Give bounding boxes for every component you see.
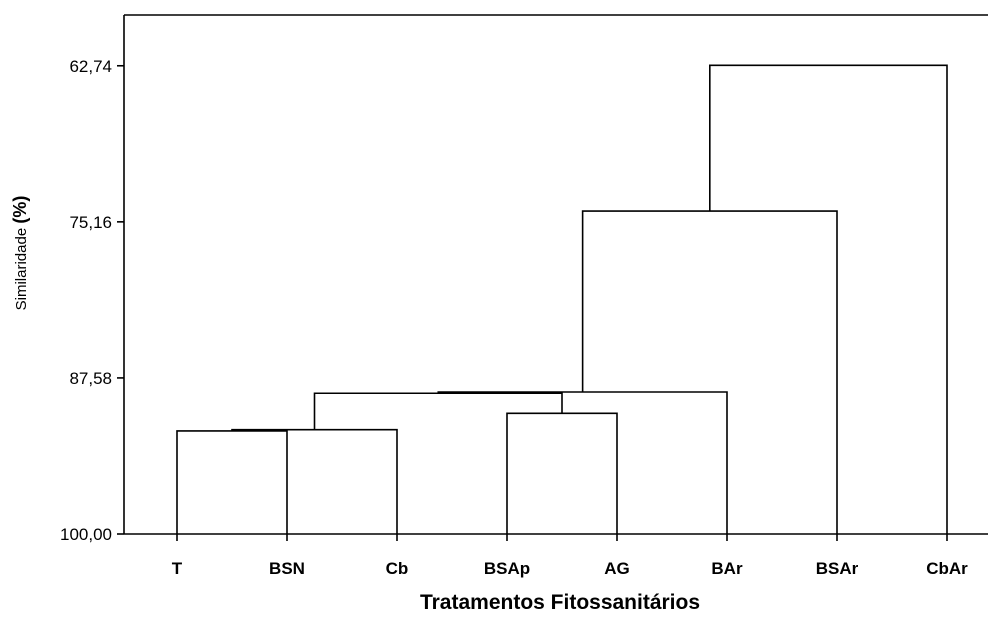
dendrogram-link bbox=[581, 210, 838, 534]
category-label: AG bbox=[604, 559, 630, 578]
y-ticks: 62,74 75,16 87,58 100,00 bbox=[60, 57, 124, 544]
category-label: BSAp bbox=[484, 559, 530, 578]
y-tick-label: 100,00 bbox=[60, 525, 112, 544]
dendrogram-link bbox=[437, 391, 728, 534]
category-label: BSAr bbox=[816, 559, 859, 578]
dendrogram-links bbox=[176, 64, 948, 534]
y-axis-label-unit: (%) bbox=[10, 196, 30, 224]
category-label: BAr bbox=[711, 559, 743, 578]
category-label: Cb bbox=[386, 559, 409, 578]
dendrogram-link bbox=[231, 428, 398, 534]
x-axis-label: Tratamentos Fitossanitários bbox=[420, 591, 700, 614]
dendrogram-link bbox=[506, 412, 618, 534]
y-axis-label-text: Similaridade bbox=[13, 228, 30, 311]
dendrogram-link bbox=[313, 392, 563, 430]
y-tick-label: 62,74 bbox=[69, 57, 112, 76]
y-tick-label: 87,58 bbox=[69, 369, 112, 388]
category-label: T bbox=[172, 559, 183, 578]
dendrogram-link bbox=[176, 430, 288, 534]
y-tick-label: 75,16 bbox=[69, 213, 112, 232]
category-label: BSN bbox=[269, 559, 305, 578]
dendrogram-link bbox=[709, 64, 948, 534]
plot-frame bbox=[123, 14, 988, 535]
x-ticks: T BSN Cb BSAp AG BAr BSAr CbAr bbox=[172, 534, 968, 578]
category-label: CbAr bbox=[926, 559, 968, 578]
y-axis-label: Similaridade (%) bbox=[10, 196, 30, 311]
